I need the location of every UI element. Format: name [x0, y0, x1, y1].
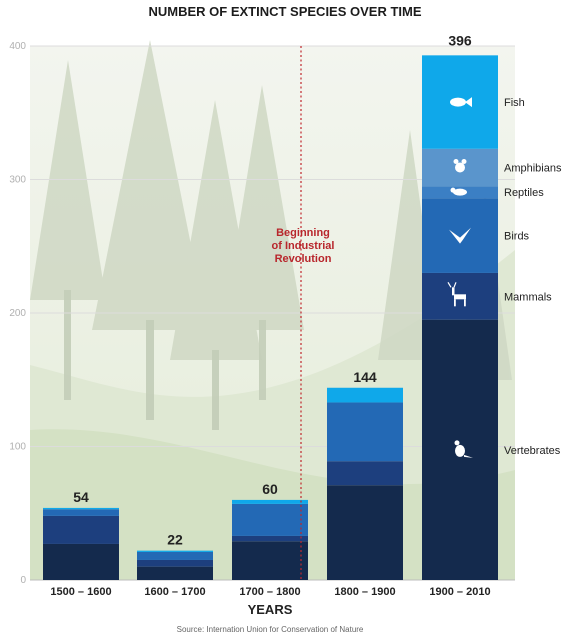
- bar-totals: 54 22 60 144 396: [73, 32, 472, 547]
- frog-icon: [453, 158, 467, 173]
- bar-mammals-1: [43, 515, 119, 544]
- bar-birds-2: [137, 551, 213, 560]
- legend-label-amphibians: Amphibians: [504, 162, 562, 174]
- annotation-line-3: Revolution: [275, 253, 332, 265]
- fish-icon: [450, 97, 472, 108]
- bar-birds-4: [327, 402, 403, 462]
- y-tick-label-0: 0: [20, 575, 26, 586]
- bird-icon: [449, 227, 471, 244]
- deer-icon: [447, 282, 466, 307]
- annotation-line-1: Beginning: [276, 227, 330, 239]
- legend: Vertebrates Mammals Birds Reptiles Amphibian…: [447, 97, 562, 458]
- bar-birds-1: [43, 509, 119, 516]
- legend-label-vertebrates: Vertebrates: [504, 445, 561, 457]
- bar-fish-1: [43, 507, 119, 510]
- x-tick-label-5: 1900 – 2010: [429, 586, 490, 598]
- bar-mammals-2: [137, 559, 213, 567]
- annotation-line-2: of Industrial: [272, 240, 335, 252]
- y-tick-label-100: 100: [9, 442, 26, 453]
- legend-label-mammals: Mammals: [504, 291, 552, 303]
- x-tick-label-1: 1500 – 1600: [50, 586, 111, 598]
- y-tick-label-300: 300: [9, 175, 26, 186]
- bar-vertebrates-2: [137, 566, 213, 580]
- bar-fish-2: [137, 550, 213, 552]
- source-note: Source: Internation Union for Conservati…: [177, 625, 364, 633]
- y-tick-label-400: 400: [9, 41, 26, 52]
- kangaroo-icon: [454, 440, 473, 458]
- bar-fish-3: [232, 499, 308, 504]
- bar-mammals-3: [232, 535, 308, 542]
- bar-fish-4: [327, 387, 403, 403]
- x-axis: 1500 – 1600 1600 – 1700 1700 – 1800 1800 – …: [50, 586, 490, 598]
- bar-vertebrates-1: [43, 543, 119, 580]
- bar-total-label-2: 22: [167, 532, 183, 548]
- lizard-icon: [450, 187, 467, 196]
- bar-total-label-1: 54: [73, 489, 89, 505]
- legend-label-birds: Birds: [504, 231, 530, 243]
- x-tick-label-4: 1800 – 1900: [334, 586, 395, 598]
- x-axis-title: YEARS: [248, 602, 293, 617]
- x-tick-label-3: 1700 – 1800: [239, 586, 300, 598]
- legend-label-fish: Fish: [504, 97, 525, 109]
- bar-total-label-5: 396: [448, 32, 472, 48]
- legend-label-reptiles: Reptiles: [504, 187, 544, 199]
- x-tick-label-2: 1600 – 1700: [144, 586, 205, 598]
- bar-total-label-3: 60: [262, 481, 278, 497]
- bar-birds-3: [232, 503, 308, 536]
- bar-total-label-4: 144: [353, 369, 377, 385]
- chart-title: NUMBER OF EXTINCT SPECIES OVER TIME: [148, 4, 421, 19]
- bar-vertebrates-4: [327, 485, 403, 580]
- y-tick-label-200: 200: [9, 308, 26, 319]
- bar-mammals-4: [327, 461, 403, 486]
- y-axis: 0 100 200 300 400: [9, 41, 26, 586]
- bar-vertebrates-3: [232, 541, 308, 580]
- bar-birds-5: [422, 198, 498, 273]
